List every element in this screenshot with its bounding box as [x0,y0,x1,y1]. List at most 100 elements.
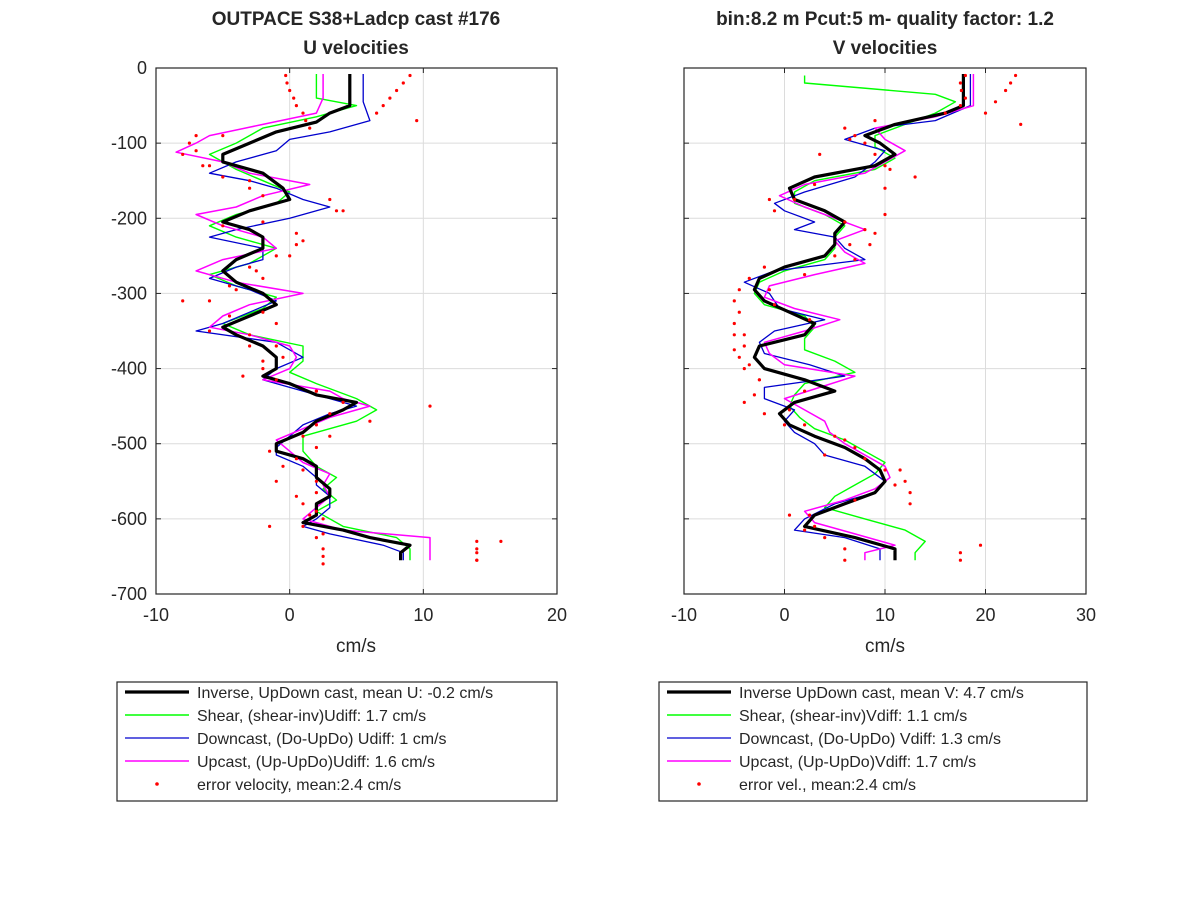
v-error-point [787,513,792,517]
v-series-group [732,73,1023,562]
u-error-point [288,254,292,258]
v-legend-downcast-label: Downcast, (Do-UpDo) Vdiff: 1.3 cm/s [739,731,1001,748]
u-error-point [321,547,325,551]
v-error-point [772,209,777,213]
v-grid [684,68,1086,594]
u-error-point [415,119,419,123]
u-error-point [248,265,252,269]
v-error-point [1014,73,1018,78]
u-error-point [274,479,278,483]
u-error-point [248,179,252,183]
u-error-point [301,434,305,438]
v-error-point [762,412,767,416]
u-error-point [194,149,198,153]
u-error-point [301,502,305,506]
v-error-point [908,491,912,495]
u-error-point [308,126,312,130]
u-error-point [341,209,345,213]
v-error-point [848,243,852,247]
u-error-point [284,73,288,78]
v-error-point [843,438,847,442]
v-error-point [868,243,872,247]
v-error-point [762,265,767,269]
u-error-point [475,551,479,555]
v-error-point [767,197,772,202]
u-error-point [285,81,289,85]
v-legend-box [658,681,1088,802]
u-error-point [294,494,298,498]
u-ytick-label: -200 [111,208,147,228]
v-error-point [782,423,787,427]
v-error-point [792,197,797,202]
v-error-point [843,547,847,551]
v-error-point [1009,81,1013,85]
u-legend-downcast-label: Downcast, (Do-UpDo) Udiff: 1 cm/s [197,731,447,748]
v-error-point [823,453,827,457]
v-error-point [732,299,736,303]
u-error-point [304,119,308,123]
u-error-point [499,539,503,544]
v-error-point [853,498,857,502]
v-error-point [742,367,746,371]
u-error-point [261,194,265,198]
v-error-point [863,457,867,461]
v-error-point [1019,122,1023,126]
v-upcast-line [763,74,975,561]
v-error-point [823,536,827,540]
u-error-point [248,186,252,190]
v-xtick-label: 10 [875,605,895,625]
v-legend-shear-label: Shear, (shear-inv)Vdiff: 1.1 cm/s [739,708,967,725]
v-xlabel: cm/s [865,636,905,657]
u-legend-inverse-label: Inverse, UpDown cast, mean U: -0.2 cm/s [197,685,493,702]
u-error-point [368,419,372,423]
u-error-point [294,231,298,235]
v-error-point [863,141,867,145]
u-legend-error-label: error velocity, mean:2.4 cm/s [197,777,401,794]
u-ytick-label: -600 [111,509,147,529]
v-error-point [993,100,998,104]
u-error-point [274,344,278,348]
v-error-point [813,524,817,529]
v-error-point [843,220,847,224]
v-error-point [732,321,736,326]
v-error-point [893,483,897,487]
v-error-point [747,276,751,280]
v-error-point [813,182,817,187]
v-xtick-label: -10 [671,605,697,625]
v-error-point [803,528,807,532]
u-error-point [292,96,296,100]
u-error-point [288,88,292,93]
u-error-point [341,400,345,404]
u-error-point [321,562,325,566]
u-error-point [281,355,285,359]
u-legend: Inverse, UpDown cast, mean U: -0.2 cm/s S… [116,681,558,802]
v-error-point [883,164,887,168]
u-error-point [321,554,325,559]
u-ytick-label: -100 [111,133,147,153]
u-error-point [207,329,212,333]
v-error-point [883,468,887,472]
v-error-point [883,212,887,217]
v-error-point [873,152,877,156]
u-error-point [261,276,265,280]
v-error-point [903,479,907,483]
u-ytick-label: -500 [111,434,147,454]
v-error-point [888,167,892,171]
v-error-point [833,434,837,438]
v-legend: Inverse UpDown cast, mean V: 4.7 cm/s She… [658,681,1088,802]
u-error-point [201,164,205,168]
v-error-point [873,119,877,123]
u-error-point [375,111,379,115]
v-ticks: -10 0 10 20 30 [671,67,1096,625]
u-error-point [301,524,305,529]
v-error-point [853,258,857,262]
v-chart-title: bin:8.2 m Pcut:5 m- quality factor: 1.2 [716,9,1054,30]
u-error-point [475,547,479,551]
u-error-point [248,344,252,348]
v-error-point [943,111,947,115]
u-legend-shear-label: Shear, (shear-inv)Udiff: 1.7 cm/s [197,708,426,725]
v-error-point [958,551,963,555]
v-inverse-line [752,74,966,561]
u-chart-subtitle: U velocities [303,38,409,59]
